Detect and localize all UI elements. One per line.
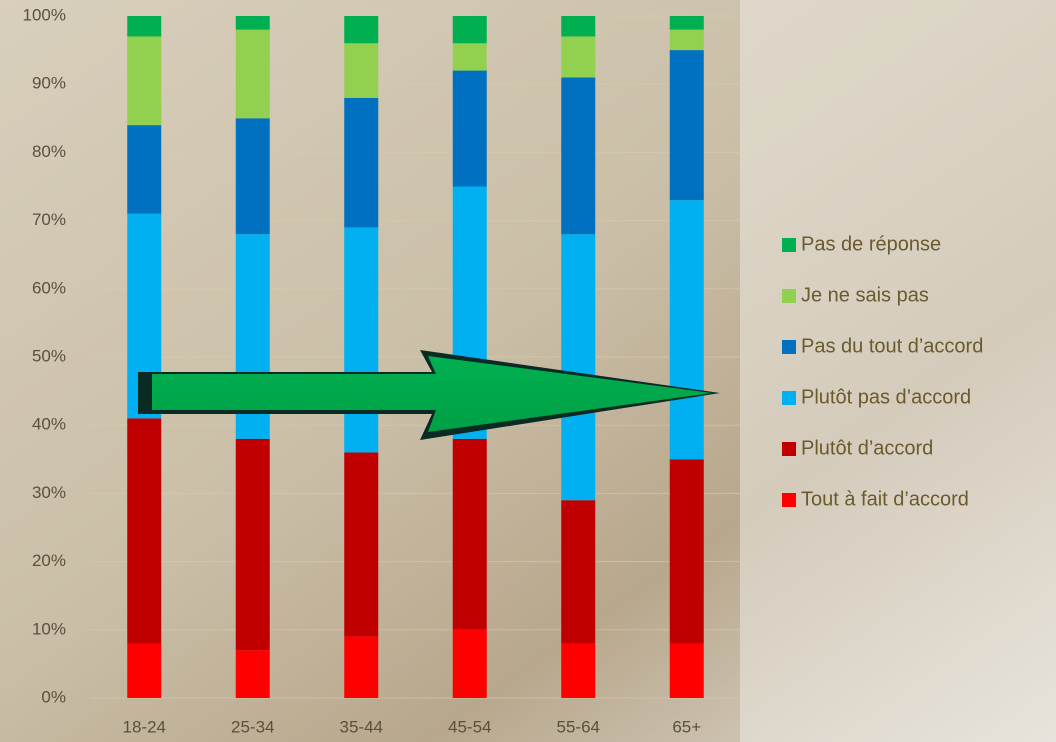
legend-swatch: [782, 289, 796, 303]
bar-segment: [561, 234, 596, 501]
bar-segment: [452, 70, 487, 187]
legend: Tout à fait d’accord Plutôt d’accord Plutô…: [782, 233, 983, 510]
y-tick-label: 100%: [23, 5, 66, 24]
x-tick-label: 55-64: [557, 717, 600, 736]
legend-label: Plutôt pas d’accord: [801, 386, 971, 408]
y-tick-label: 60%: [32, 278, 66, 297]
bar-segment: [669, 16, 704, 30]
bar-segment: [452, 43, 487, 71]
bar-segment: [452, 438, 487, 630]
bar-segment: [561, 643, 596, 698]
x-tick-label: 35-44: [340, 717, 383, 736]
bar-segment: [344, 16, 379, 44]
y-tick-label: 40%: [32, 415, 66, 434]
y-tick-label: 0%: [41, 687, 66, 706]
y-tick-label: 80%: [32, 142, 66, 161]
y-tick-label: 50%: [32, 346, 66, 365]
bar-segment: [127, 16, 162, 37]
bar-segment: [235, 29, 270, 119]
bar-segment: [235, 16, 270, 30]
x-tick-label: 45-54: [448, 717, 491, 736]
bar-segment: [235, 650, 270, 698]
bar-segment: [669, 459, 704, 644]
bar-segment: [235, 118, 270, 235]
x-tick-label: 65+: [672, 717, 701, 736]
bar-segment: [344, 43, 379, 98]
legend-swatch: [782, 493, 796, 507]
y-tick-label: 90%: [32, 74, 66, 93]
legend-label: Pas du tout d’accord: [801, 335, 983, 357]
bar-segment: [561, 77, 596, 235]
bar-segment: [561, 36, 596, 78]
bar-segment: [127, 36, 162, 126]
bar-segment: [127, 125, 162, 214]
bar-segment: [344, 97, 379, 228]
bar-segment: [561, 16, 596, 37]
bar-segment: [561, 500, 596, 644]
legend-label: Plutôt d’accord: [801, 437, 933, 459]
y-tick-label: 20%: [32, 551, 66, 570]
bar-segment: [344, 636, 379, 698]
bar-segment: [669, 50, 704, 201]
bar-segment: [452, 16, 487, 44]
bar-segment: [127, 643, 162, 698]
y-tick-label: 10%: [32, 619, 66, 638]
bar-segment: [344, 452, 379, 637]
bar-segment: [127, 418, 162, 644]
plot: 0% 10% 20% 30% 40% 50% 60% 70% 80% 90% 100% 18-24 25…: [23, 5, 741, 736]
bar-segment: [344, 227, 379, 453]
legend-swatch: [782, 391, 796, 405]
bar-segment: [669, 643, 704, 698]
bar-segment: [669, 200, 704, 460]
y-tick-label: 70%: [32, 210, 66, 229]
background-panel: [740, 0, 1056, 742]
legend-label: Je ne sais pas: [801, 284, 929, 306]
arrow: [152, 356, 712, 432]
legend-swatch: [782, 238, 796, 252]
legend-label: Pas de réponse: [801, 233, 941, 255]
x-tick-label: 25-34: [231, 717, 274, 736]
bar-segment: [452, 629, 487, 698]
legend-swatch: [782, 340, 796, 354]
y-tick-label: 30%: [32, 483, 66, 502]
legend-label: Tout à fait d’accord: [801, 488, 969, 510]
x-tick-label: 18-24: [123, 717, 166, 736]
bar-segment: [235, 438, 270, 651]
bar-segment: [669, 29, 704, 51]
legend-swatch: [782, 442, 796, 456]
